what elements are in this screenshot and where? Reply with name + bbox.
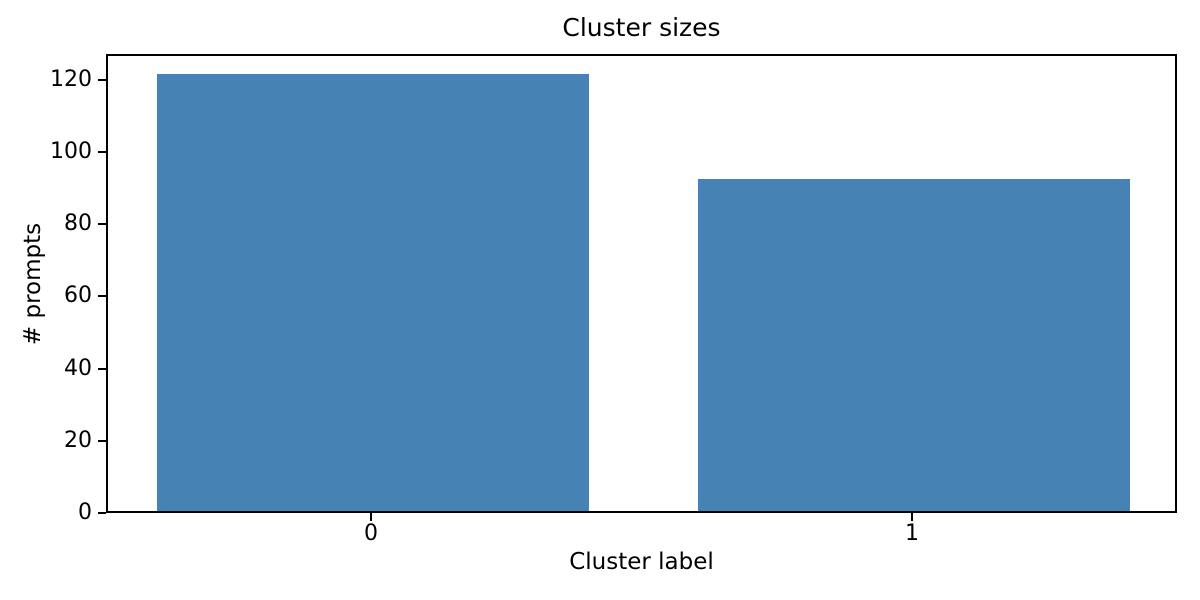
y-tick-mark (98, 78, 106, 81)
y-tick-mark (98, 439, 106, 442)
y-tick-label: 0 (78, 500, 92, 525)
x-tick-mark (370, 513, 372, 521)
plot-area (106, 54, 1177, 513)
bar-cluster-1 (697, 178, 1131, 511)
y-tick-label: 120 (50, 66, 92, 92)
y-tick-mark (98, 367, 106, 370)
y-tick-mark (98, 512, 106, 514)
x-axis-label: Cluster label (569, 549, 714, 575)
chart-title: Cluster sizes (562, 13, 721, 42)
y-tick-label: 100 (50, 138, 92, 164)
y-tick-label: 80 (64, 211, 92, 236)
x-tick-label: 1 (905, 521, 919, 546)
y-tick-mark (98, 150, 106, 153)
y-tick-label: 60 (64, 283, 92, 309)
y-tick-mark (98, 223, 106, 225)
bar-cluster-0 (156, 73, 590, 511)
x-tick-label: 0 (364, 521, 378, 546)
y-tick-label: 40 (64, 355, 92, 381)
x-tick-mark (911, 513, 913, 521)
y-tick-label: 20 (64, 427, 92, 453)
y-tick-mark (98, 295, 106, 298)
